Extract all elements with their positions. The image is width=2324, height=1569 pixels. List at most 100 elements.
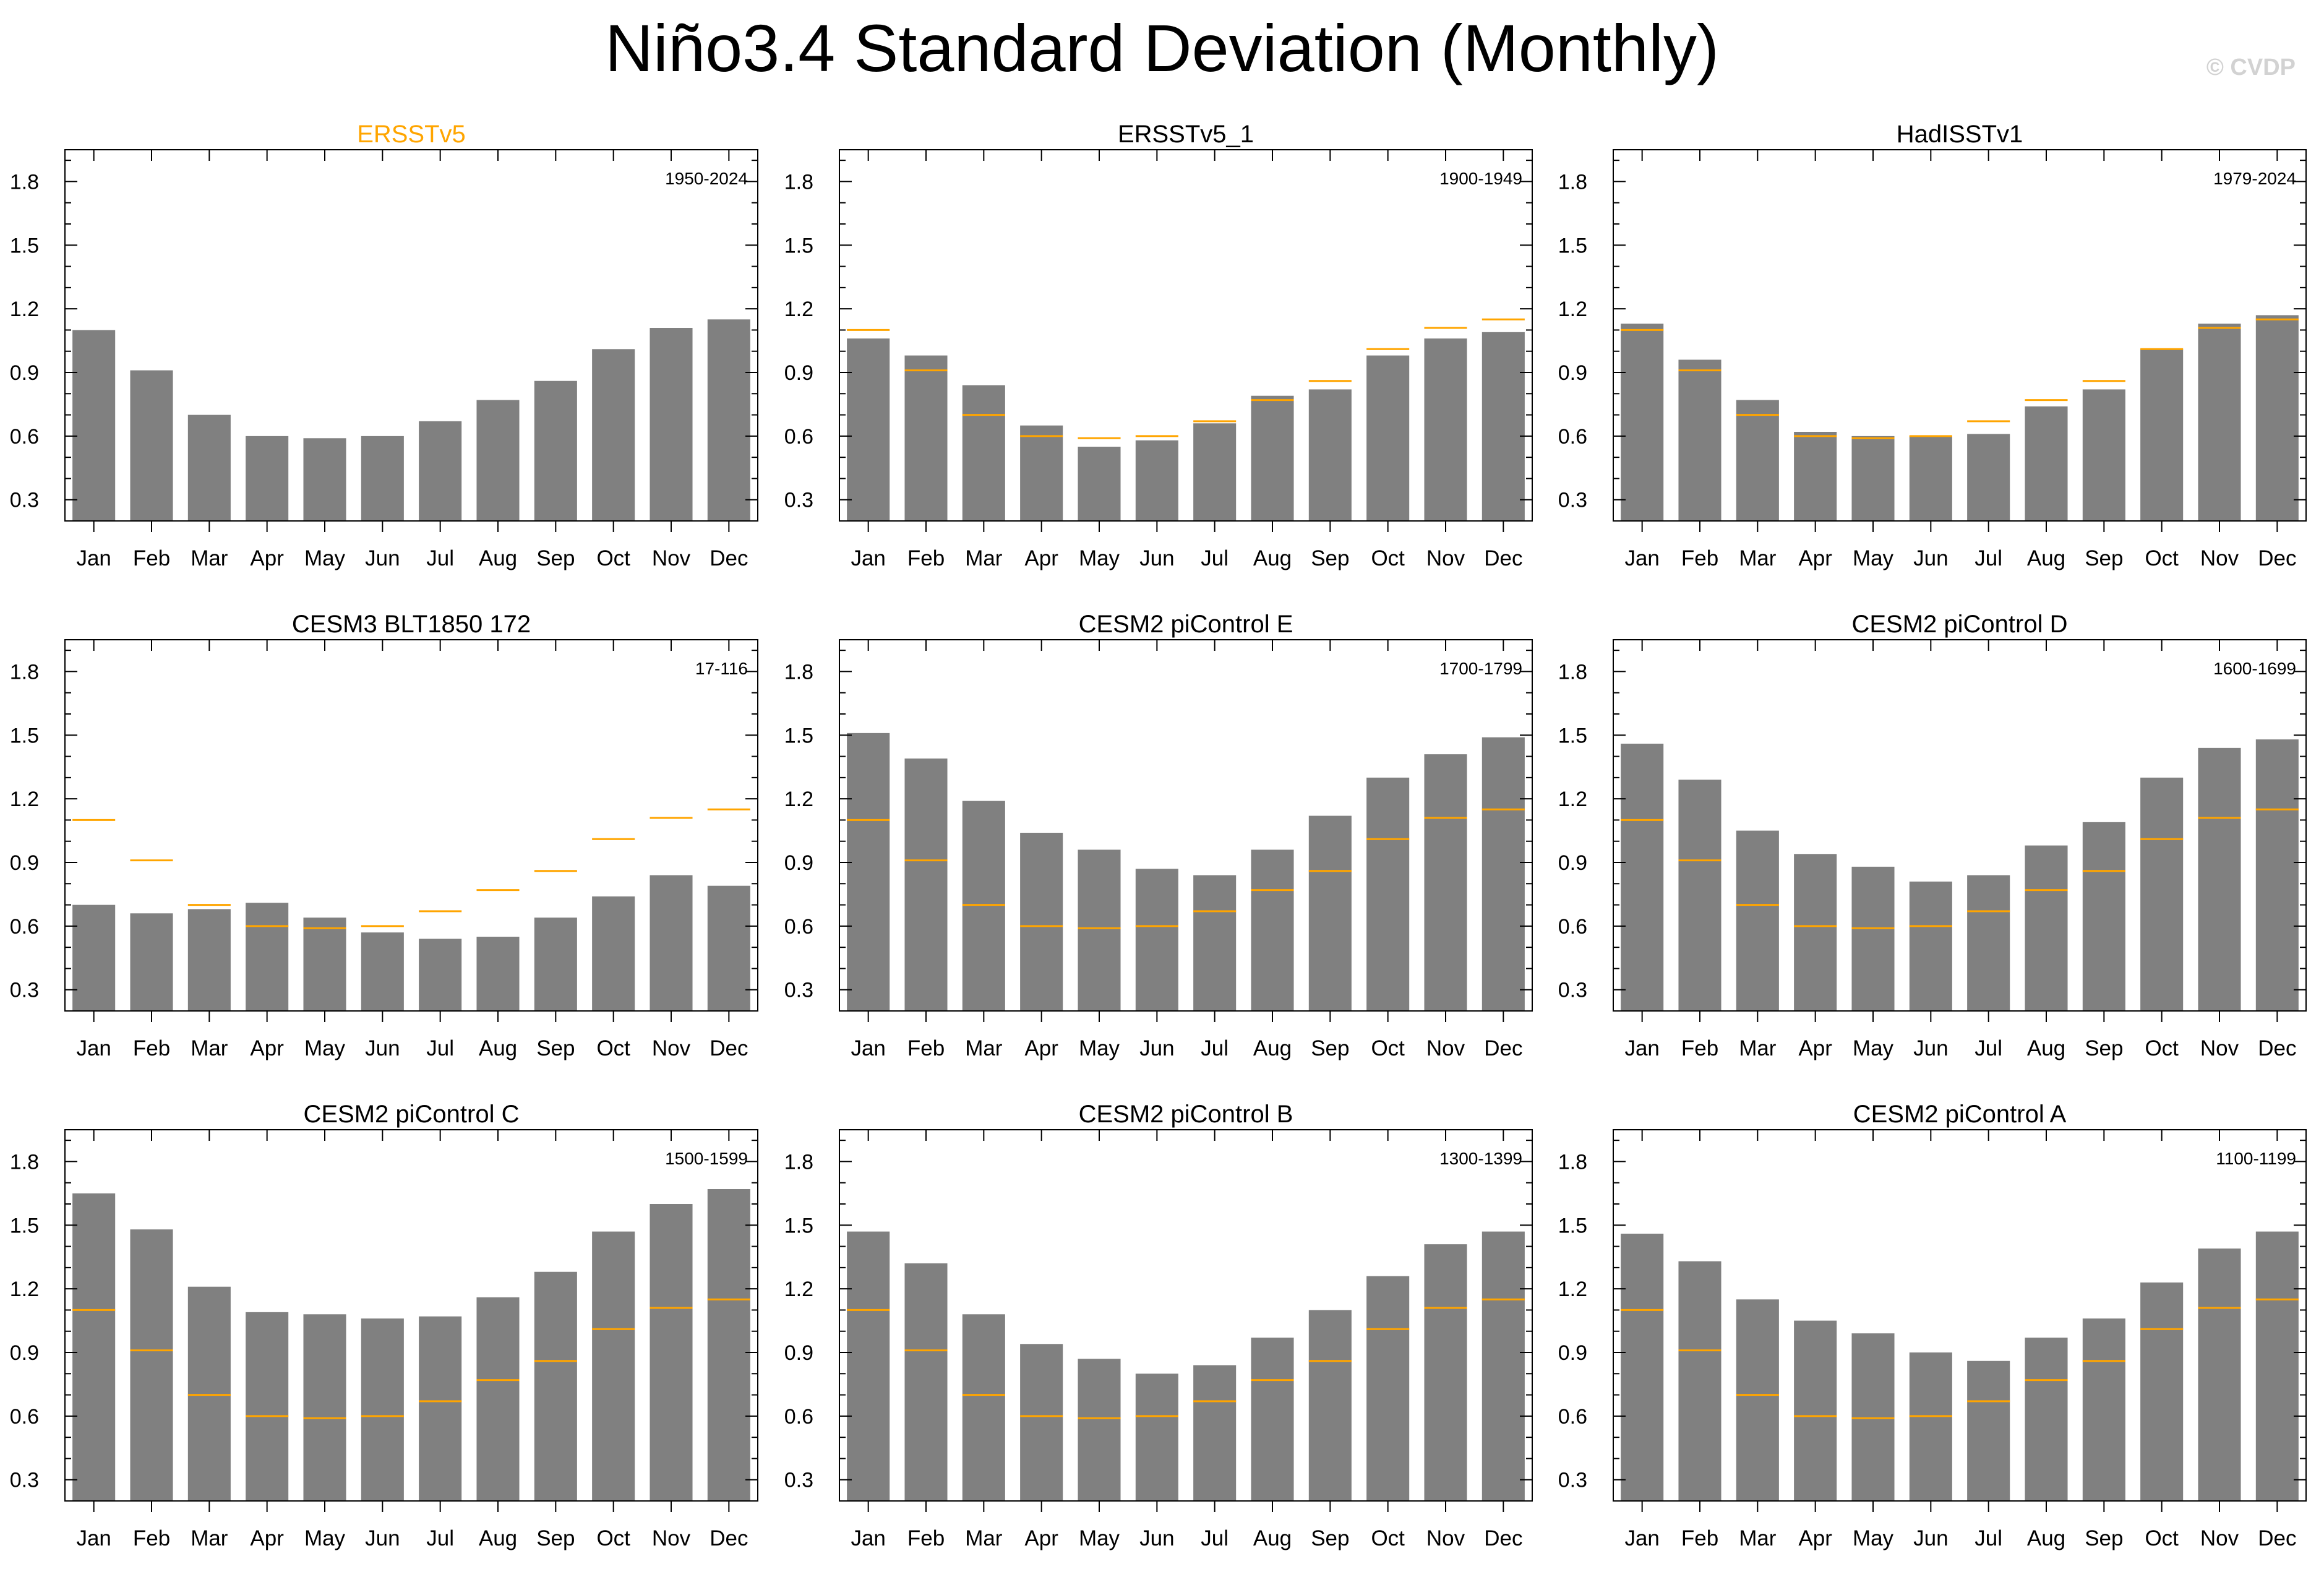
bar bbox=[1193, 875, 1237, 1011]
chart-panel: 0.3 0.6 0.9 1.2 1.5 1.8 Jan Feb Mar Apr May Jun Jul A… bbox=[10, 1101, 758, 1550]
x-tick-label: Jan bbox=[1624, 1036, 1659, 1060]
x-tick-label: Mar bbox=[965, 1526, 1003, 1550]
chart-panel: 0.3 0.6 0.9 1.2 1.5 1.8 Jan Feb Mar Apr May Jun Jul A… bbox=[1558, 121, 2307, 570]
bar bbox=[2255, 315, 2299, 521]
bar bbox=[534, 1271, 577, 1501]
period-label: 1950-2024 bbox=[665, 169, 748, 188]
y-tick-label: 1.8 bbox=[784, 170, 813, 194]
bar bbox=[1909, 881, 1952, 1011]
x-tick-label: May bbox=[1079, 1526, 1120, 1550]
chart-panel: 0.3 0.6 0.9 1.2 1.5 1.8 Jan Feb Mar Apr May Jun Jul A… bbox=[10, 611, 758, 1060]
x-tick-label: Jul bbox=[426, 1036, 454, 1060]
bar bbox=[72, 905, 116, 1011]
bar bbox=[419, 421, 462, 521]
panel-title: CESM2 piControl E bbox=[1079, 611, 1293, 638]
y-tick-label: 0.3 bbox=[784, 979, 813, 1002]
x-tick-label: Jul bbox=[426, 546, 454, 570]
y-tick-label: 1.5 bbox=[1558, 1214, 1587, 1237]
y-tick-label: 0.6 bbox=[10, 915, 39, 939]
x-tick-label: Dec bbox=[1484, 1526, 1522, 1550]
bar bbox=[187, 1286, 231, 1501]
bar bbox=[303, 1314, 346, 1501]
x-tick-label: Jan bbox=[851, 1526, 885, 1550]
x-tick-label: Sep bbox=[536, 1526, 575, 1550]
y-tick-label: 1.8 bbox=[1558, 170, 1587, 194]
x-tick-label: Aug bbox=[2027, 1036, 2065, 1060]
x-tick-label: Feb bbox=[907, 1526, 945, 1550]
bar bbox=[707, 1189, 750, 1501]
x-tick-label: Sep bbox=[1311, 546, 1349, 570]
bar bbox=[1020, 425, 1063, 521]
bar bbox=[1251, 395, 1294, 521]
x-tick-label: Nov bbox=[652, 1526, 691, 1550]
x-tick-label: Oct bbox=[2145, 1036, 2179, 1060]
bar bbox=[1794, 432, 1837, 521]
plot-frame bbox=[1613, 639, 2307, 1012]
y-tick-label: 1.2 bbox=[10, 298, 39, 321]
x-tick-label: Jun bbox=[1913, 1036, 1948, 1060]
y-tick-label: 1.5 bbox=[10, 1214, 39, 1237]
y-tick-label: 1.8 bbox=[1558, 1150, 1587, 1174]
x-tick-label: Jul bbox=[426, 1526, 454, 1550]
panel-title: ERSSTv5_1 bbox=[1118, 121, 1254, 148]
bar bbox=[361, 436, 404, 521]
x-tick-label: Oct bbox=[2145, 1526, 2179, 1550]
y-tick-label: 0.3 bbox=[10, 979, 39, 1002]
plot-frame bbox=[1613, 1129, 2307, 1502]
x-tick-label: Feb bbox=[1681, 546, 1718, 570]
x-tick-label: Aug bbox=[2027, 546, 2065, 570]
x-tick-label: Oct bbox=[596, 1036, 630, 1060]
bar bbox=[1621, 1234, 1664, 1501]
bar bbox=[1481, 1231, 1525, 1501]
y-tick-label: 1.8 bbox=[784, 660, 813, 684]
bar bbox=[904, 355, 948, 521]
panel-title: HadISSTv1 bbox=[1897, 121, 2023, 148]
x-tick-label: Nov bbox=[1426, 546, 1465, 570]
y-tick-label: 0.6 bbox=[10, 425, 39, 449]
y-tick-label: 1.5 bbox=[784, 234, 813, 257]
y-tick-label: 1.2 bbox=[1558, 298, 1587, 321]
y-tick-label: 0.6 bbox=[10, 1405, 39, 1429]
plot-frame bbox=[64, 149, 758, 522]
x-tick-label: Oct bbox=[2145, 546, 2179, 570]
panel-title: CESM2 piControl D bbox=[1851, 611, 2067, 638]
x-tick-label: Nov bbox=[1426, 1036, 1465, 1060]
y-tick-label: 1.8 bbox=[10, 170, 39, 194]
bar bbox=[476, 400, 520, 521]
period-label: 1300-1399 bbox=[1439, 1149, 1522, 1168]
bar bbox=[476, 937, 520, 1011]
x-tick-label: Jan bbox=[851, 1036, 885, 1060]
plot-frame bbox=[839, 1129, 1533, 1502]
bar bbox=[130, 1229, 173, 1501]
x-tick-label: Sep bbox=[2085, 1036, 2123, 1060]
y-tick-label: 1.2 bbox=[10, 788, 39, 811]
plot-frame bbox=[64, 1129, 758, 1502]
bar bbox=[246, 1312, 289, 1501]
bar bbox=[130, 913, 173, 1011]
x-tick-label: Mar bbox=[1739, 1526, 1777, 1550]
bar bbox=[2025, 1338, 2068, 1501]
bar bbox=[1366, 777, 1410, 1011]
bar bbox=[187, 415, 231, 521]
x-tick-label: May bbox=[1853, 1526, 1894, 1550]
bar bbox=[187, 909, 231, 1011]
bar bbox=[707, 319, 750, 521]
bar bbox=[303, 438, 346, 521]
x-tick-label: Apr bbox=[1798, 1036, 1832, 1060]
x-tick-label: Oct bbox=[1371, 1526, 1405, 1550]
bar bbox=[2082, 1318, 2125, 1501]
bar bbox=[962, 385, 1005, 521]
x-tick-label: Jul bbox=[1975, 1036, 2002, 1060]
x-tick-label: Apr bbox=[1024, 1036, 1058, 1060]
y-tick-label: 0.3 bbox=[784, 1469, 813, 1492]
bar bbox=[1135, 1373, 1178, 1501]
y-tick-label: 1.2 bbox=[10, 1278, 39, 1301]
bar bbox=[847, 1231, 890, 1501]
x-tick-label: Jul bbox=[1975, 1526, 2002, 1550]
y-tick-label: 0.3 bbox=[1558, 979, 1587, 1002]
y-tick-label: 1.8 bbox=[784, 1150, 813, 1174]
y-tick-label: 1.8 bbox=[10, 660, 39, 684]
bar bbox=[1909, 1352, 1952, 1501]
bar bbox=[534, 918, 577, 1011]
